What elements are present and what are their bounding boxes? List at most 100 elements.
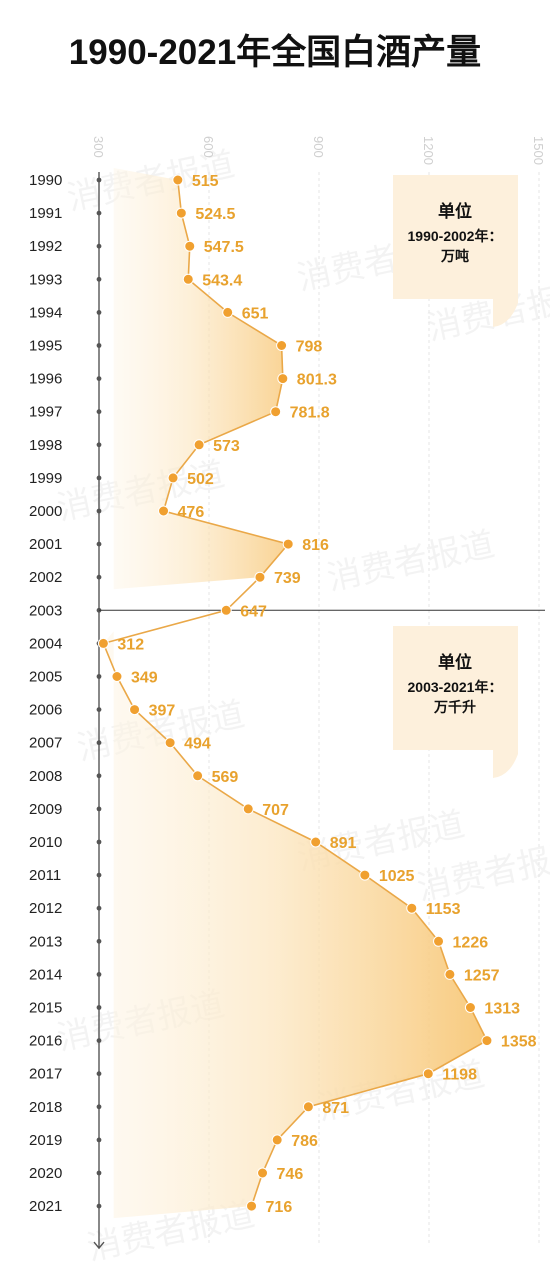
watermark-text: 消费者报道 [324,524,499,598]
year-label: 2011 [29,867,61,884]
year-label: 2010 [29,834,62,851]
data-point [242,803,254,815]
year-label: 1997 [29,404,62,421]
data-label: 781.8 [290,405,330,422]
data-label: 746 [277,1166,304,1183]
axis-tick-dot [96,806,102,812]
data-label: 647 [240,603,267,620]
data-point [97,637,109,649]
axis-tick-dot [96,177,102,183]
data-label: 651 [242,305,269,322]
data-point [167,472,179,484]
data-point [192,770,204,782]
x-tick-labels: 300 600 900 1200 1500 [91,136,546,165]
axis-tick-dot [96,475,102,481]
data-point [422,1068,434,1080]
axis-tick-dot [96,1104,102,1110]
unit-note: 单位 1990-2002年： 万吨 [393,175,518,327]
year-label: 2003 [29,602,62,619]
data-point [175,207,187,219]
data-label: 816 [302,537,329,554]
data-point [464,1002,476,1013]
data-point [164,737,176,749]
data-points [97,174,493,1212]
year-label: 2017 [29,1066,62,1083]
data-label: 798 [296,339,323,356]
year-label: 2021 [29,1198,62,1215]
year-label: 2015 [29,1000,62,1017]
y-axis [93,172,105,1250]
year-label: 2005 [29,669,62,686]
year-label: 2014 [29,966,62,983]
year-labels: 1990 1991 1992 1993 1994 1995 1996 1997 1998 1999… [29,172,62,1215]
data-point [359,869,371,881]
data-point [276,340,288,351]
unit-box [393,626,518,778]
data-point [257,1167,269,1179]
year-label: 1992 [29,238,62,255]
year-label: 1998 [29,437,62,454]
area-fill-period-1 [113,168,289,590]
data-point [254,571,266,583]
x-tick-label: 1500 [531,136,546,165]
data-point [444,968,456,980]
axis-tick-dot [96,1137,102,1143]
axis-tick-dot [96,839,102,845]
year-label: 1995 [29,338,62,355]
chart-title: 1990-2021年全国白酒产量 [69,32,481,72]
axis-tick-dot [96,276,102,282]
data-point [270,406,282,418]
data-point [406,902,418,914]
series-line [102,179,488,1207]
data-point [184,240,196,252]
data-label: 547.5 [204,239,244,256]
year-label: 1991 [29,205,62,222]
data-point [129,704,141,716]
x-tick-label: 600 [201,136,216,158]
axis-tick-dot [96,740,102,746]
unit-period: 1990-2002年： [408,228,503,244]
data-label: 569 [212,769,239,786]
year-label: 2019 [29,1132,62,1149]
data-point [302,1101,314,1113]
data-label: 1153 [426,901,461,918]
series-polyline [102,179,488,1207]
data-label: 1025 [379,868,415,885]
year-label: 2012 [29,900,62,917]
x-tick-label: 900 [311,136,326,158]
data-label: 871 [322,1100,349,1117]
axis-tick-dot [96,905,102,911]
data-label: 573 [213,438,240,455]
axis-arrow-icon [93,1241,105,1250]
year-label: 2018 [29,1099,62,1116]
axis-tick-dot [96,674,102,679]
axis-tick-dot [96,938,102,944]
axis-tick-dot [96,310,102,315]
x-tick-label: 1200 [421,136,436,165]
data-label: 716 [266,1199,293,1216]
data-label: 1257 [464,967,500,984]
data-label: 476 [178,504,205,521]
axis-tick-dot [96,243,102,249]
data-label: 1226 [453,934,489,951]
axis-tick-dot [96,343,102,348]
axis-tick-dot [96,707,102,712]
axis-tick-dot [96,1170,102,1176]
data-label: 1198 [442,1067,477,1084]
year-label: 2020 [29,1165,62,1182]
data-label: 739 [274,570,301,587]
axis-tick-dot [96,972,102,977]
unit-title: 单位 [438,201,472,221]
data-point [271,1134,283,1146]
year-label: 2006 [29,702,62,719]
axis-tick-dot [96,541,102,547]
axis-tick-dot [96,442,102,448]
year-label: 2007 [29,735,62,752]
unit-note: 单位 2003-2021年： 万千升 [393,626,518,778]
axis-tick-dot [96,1005,102,1010]
data-label: 524.5 [195,206,235,223]
year-label: 1994 [29,304,62,321]
